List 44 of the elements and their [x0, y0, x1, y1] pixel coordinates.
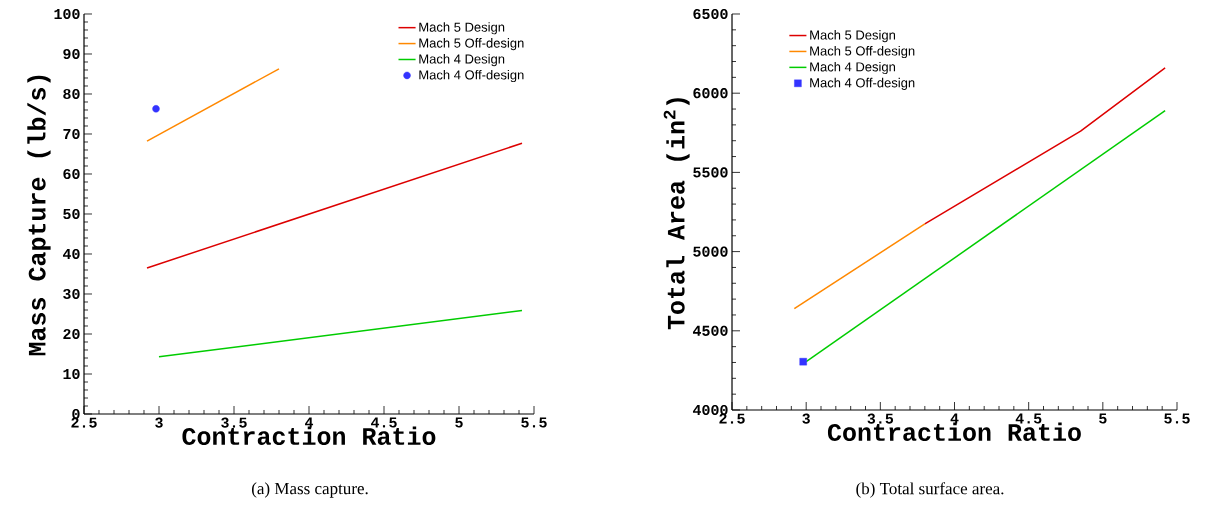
x-tick-label: 3: [802, 413, 810, 424]
y-tick-label: 40: [62, 248, 80, 260]
y-tick-label: 20: [63, 328, 80, 340]
y-tick-label: 90: [63, 48, 80, 60]
y-tick-label: 5000: [693, 246, 728, 257]
legend-label: Mach 4 Design: [419, 54, 505, 67]
legend-label: Mach 5 Off-design: [419, 38, 524, 51]
text: (a) Mass capture.: [251, 482, 368, 498]
legend-label: Mach 4 Off-design: [810, 77, 915, 90]
y-tick-label: 100: [54, 8, 80, 20]
y-tick-label: 50: [63, 208, 80, 220]
y-axis-title: Mass Capture (lb/s): [27, 75, 51, 356]
x-tick-label: 4.5: [371, 417, 397, 428]
y-tick-label: 6500: [693, 8, 728, 20]
x-tick-label: 2.5: [71, 417, 97, 428]
y-tick-label: 80: [63, 88, 80, 100]
legend-label: Mach 5 Design: [810, 30, 896, 43]
y-tick-label: 60: [63, 168, 80, 180]
y-tick-label: 30: [63, 288, 80, 300]
y-tick-label: 4500: [692, 325, 728, 336]
text: (b) Total surface area.: [856, 482, 1004, 498]
y-tick-label: 70: [63, 128, 80, 140]
legend-label: Mach 4 Off-design: [419, 69, 524, 83]
x-tick-label: 3: [155, 417, 163, 428]
x-tick-label: 5: [455, 417, 463, 428]
x-axis-title: Contraction Ratio: [182, 426, 436, 445]
legend-label: Mach 4 Design: [810, 61, 896, 75]
x-tick-label: 2.5: [719, 413, 745, 424]
x-tick-label: 4.5: [1015, 413, 1042, 424]
x-axis-title: Contraction Ratio: [827, 422, 1081, 441]
legend-label: Mach 5 Off-design: [810, 45, 915, 59]
legend-label: Mach 5 Design: [419, 22, 505, 35]
y-tick-label: 5500: [693, 167, 728, 178]
x-tick-label: 3.5: [867, 413, 894, 424]
x-tick-label: 4: [950, 413, 959, 424]
x-tick-label: 5: [1099, 413, 1107, 424]
y-axis-title: Total Area (in$^{2}$): [663, 98, 690, 330]
x-tick-label: 3.5: [221, 417, 247, 428]
y-tick-label: 4000: [692, 404, 728, 416]
y-tick-label: 6000: [693, 88, 728, 99]
x-tick-label: 5.5: [1164, 413, 1190, 424]
y-tick-label: 10: [63, 368, 80, 380]
x-tick-label: 4: [305, 417, 314, 428]
x-tick-label: 5.5: [521, 417, 547, 428]
